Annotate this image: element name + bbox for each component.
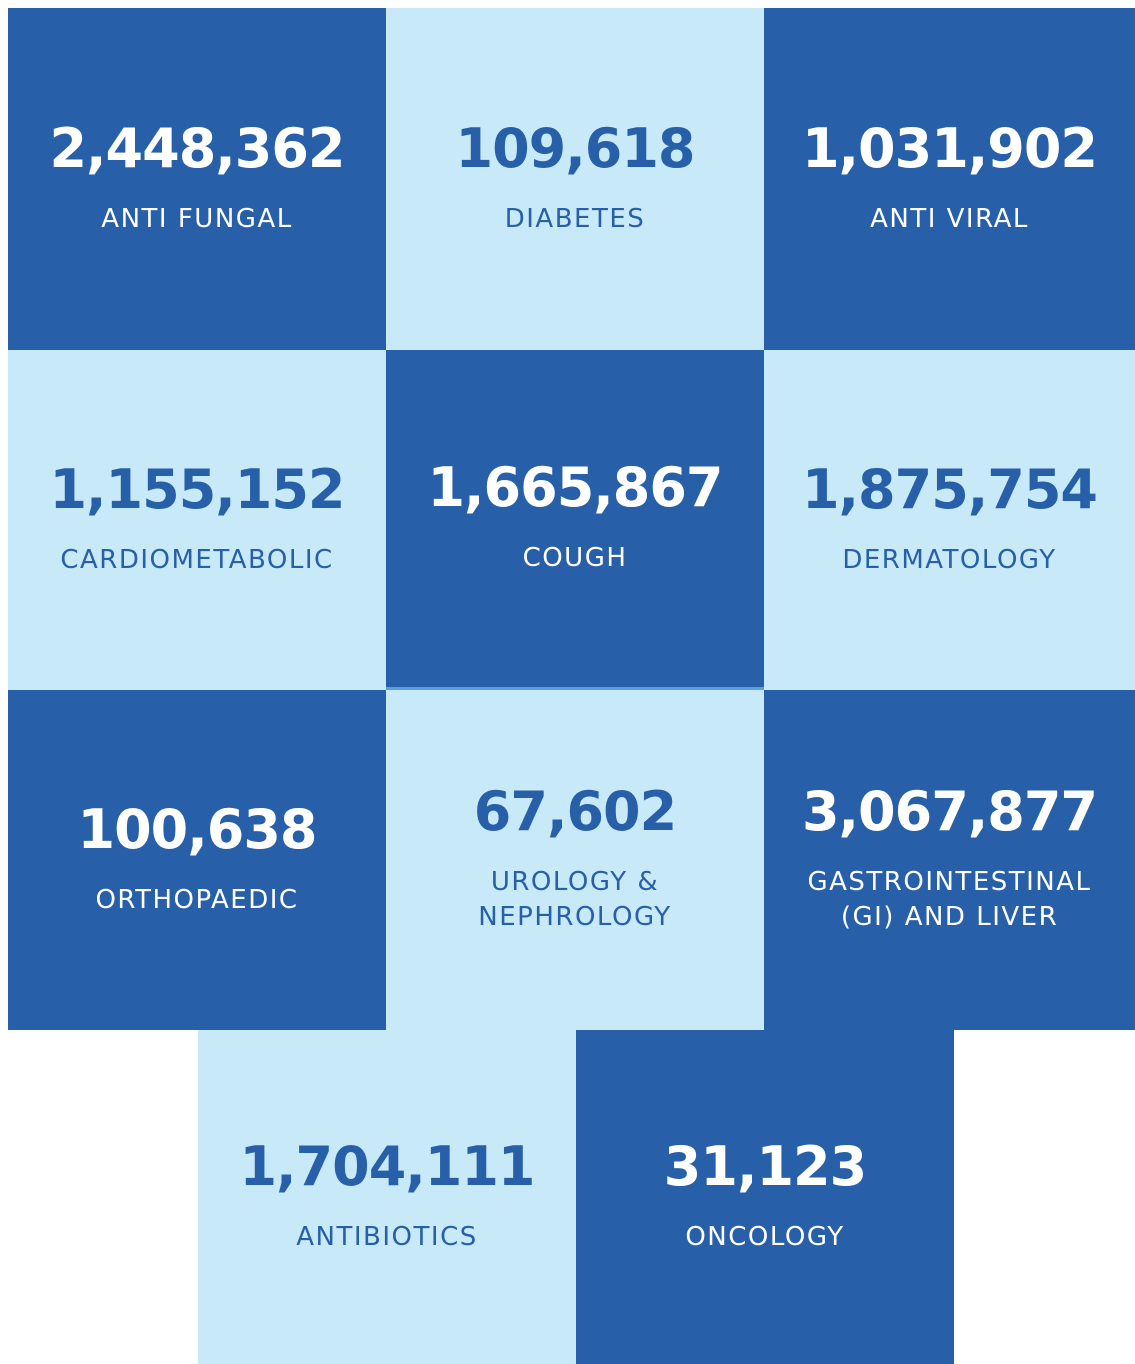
stat-label-line: ANTI FUNGAL	[101, 203, 293, 234]
stat-label: ONCOLOGY	[685, 1220, 844, 1255]
stat-label-line: ANTI VIRAL	[870, 203, 1029, 234]
stat-tile: 109,618 DIABETES	[386, 8, 764, 350]
stat-label: ANTIBIOTICS	[296, 1220, 477, 1255]
stat-label-line: DIABETES	[504, 203, 646, 234]
stat-label: DIABETES	[505, 202, 646, 237]
stat-tile: 67,602 UROLOGY & NEPHROLOGY	[386, 690, 764, 1030]
stat-label-line: UROLOGY &	[490, 867, 660, 897]
stat-tile: 1,155,152 CARDIOMETABOLIC	[8, 350, 386, 690]
stat-label-line: DERMATOLOGY	[842, 544, 1057, 575]
stat-label: ANTI VIRAL	[870, 202, 1029, 237]
stat-tile: 31,123 ONCOLOGY	[576, 1030, 954, 1364]
stat-tile: 1,031,902 ANTI VIRAL	[764, 8, 1135, 350]
stat-label: COUGH	[523, 541, 628, 576]
stat-label: ORTHOPAEDIC	[95, 883, 298, 918]
stat-number: 3,067,877	[801, 780, 1098, 843]
stat-label-line: NEPHROLOGY	[478, 902, 672, 932]
stat-number: 2,448,362	[49, 116, 345, 180]
stat-label-line: ONCOLOGY	[685, 1221, 845, 1252]
stat-label-line: (GI) AND LIVER	[840, 902, 1059, 932]
stat-tile: 100,638 ORTHOPAEDIC	[8, 690, 386, 1030]
stat-tile: 1,704,111 ANTIBIOTICS	[198, 1030, 576, 1364]
stat-number: 1,704,111	[239, 1134, 535, 1198]
stat-tile: 3,067,877 GASTROINTESTINAL (GI) AND LIVER	[764, 690, 1135, 1030]
stat-number: 1,665,867	[427, 456, 723, 519]
stat-label-line: ORTHOPAEDIC	[95, 884, 299, 915]
stat-tile: 1,665,867 COUGH	[386, 350, 764, 690]
stat-label-line: ANTIBIOTICS	[296, 1221, 478, 1252]
stat-tile: 1,875,754 DERMATOLOGY	[764, 350, 1135, 690]
stat-number: 1,031,902	[801, 116, 1098, 180]
stat-number: 1,875,754	[801, 457, 1098, 521]
stat-number: 109,618	[455, 116, 696, 180]
stat-tile: 2,448,362 ANTI FUNGAL	[8, 8, 386, 350]
stat-label: UROLOGY & NEPHROLOGY	[478, 865, 671, 935]
stat-number: 31,123	[663, 1134, 867, 1198]
stat-label-line: COUGH	[522, 543, 628, 573]
stat-label: GASTROINTESTINAL (GI) AND LIVER	[807, 865, 1091, 935]
stat-label-line: GASTROINTESTINAL	[807, 867, 1092, 897]
stat-number: 1,155,152	[49, 457, 345, 521]
stat-number: 100,638	[77, 797, 318, 861]
stat-label-line: CARDIOMETABOLIC	[60, 544, 334, 575]
stat-number: 67,602	[473, 780, 677, 843]
stat-label: CARDIOMETABOLIC	[60, 543, 333, 578]
stat-label: DERMATOLOGY	[842, 543, 1056, 578]
stat-label: ANTI FUNGAL	[101, 202, 292, 237]
